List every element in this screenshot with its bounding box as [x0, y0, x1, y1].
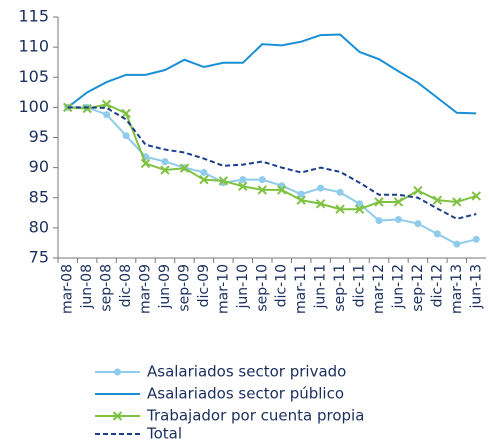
x-tick-label: dic-12 [429, 264, 445, 307]
x-tick-label: sep-08 [99, 264, 115, 312]
legend-label: Total [146, 425, 182, 443]
x-tick-label: mar-10 [215, 264, 231, 314]
x-tick-label: sep-09 [176, 264, 192, 312]
point-marker [122, 132, 130, 140]
point-marker [179, 163, 190, 173]
y-tick-label: 100 [18, 97, 49, 116]
point-marker [433, 230, 441, 238]
point-marker [239, 176, 247, 184]
x-tick-label: dic-08 [118, 264, 134, 307]
point-marker [432, 195, 443, 205]
x-tick-label: sep-11 [332, 264, 348, 312]
point-marker [354, 204, 365, 214]
point-marker [103, 111, 111, 119]
point-marker [375, 217, 383, 225]
y-tick-label: 75 [29, 248, 49, 267]
series-line [67, 106, 477, 246]
point-marker [453, 240, 461, 248]
x-tick-label: jun-08 [79, 264, 95, 310]
y-tick-label: 80 [29, 217, 49, 236]
series-line [67, 33, 477, 115]
x-tick-label: sep-12 [410, 264, 426, 312]
point-marker [315, 199, 326, 209]
point-marker [296, 195, 306, 205]
point-marker [199, 174, 209, 185]
x-tick-label: jun-09 [157, 264, 173, 310]
x-tick-label: jun-11 [313, 264, 329, 310]
y-tick-label: 90 [29, 157, 49, 176]
point-marker [82, 103, 92, 114]
x-tick-label: sep-10 [254, 264, 270, 312]
legend-marker [114, 368, 121, 376]
legend-marker [112, 411, 123, 421]
x-tick-label: dic-10 [274, 264, 290, 307]
x-tick-label: mar-12 [371, 264, 387, 314]
point-marker [374, 197, 384, 207]
y-tick-label: 85 [29, 187, 49, 206]
point-marker [471, 191, 481, 201]
point-marker [257, 185, 267, 195]
x-tick-label: mar-08 [60, 264, 76, 314]
y-tick-label: 95 [29, 127, 49, 146]
point-marker [336, 188, 344, 196]
point-marker [452, 197, 462, 207]
x-tick-label: mar-11 [293, 264, 309, 314]
point-marker [335, 204, 345, 214]
y-tick-label: 110 [18, 37, 49, 56]
y-tick-label: 105 [18, 67, 49, 86]
y-tick-label: 115 [18, 7, 49, 26]
point-marker [317, 184, 325, 192]
legend-label: Asalariados sector privado [147, 363, 346, 381]
point-marker [140, 158, 151, 169]
point-marker [160, 165, 170, 175]
point-marker [413, 185, 423, 196]
point-marker [200, 168, 208, 176]
legend-label: Trabajador por cuenta propia [146, 407, 364, 425]
point-marker [238, 181, 248, 192]
x-tick-label: jun-10 [235, 264, 251, 310]
point-marker [393, 197, 404, 207]
point-marker [356, 200, 364, 208]
x-tick-label: jun-12 [390, 264, 406, 310]
point-marker [258, 176, 266, 184]
x-tick-label: jun-13 [468, 264, 484, 310]
point-marker [277, 185, 287, 195]
point-marker [297, 190, 305, 198]
x-tick-label: mar-13 [449, 264, 465, 314]
point-marker [121, 108, 131, 119]
x-tick-label: dic-11 [352, 264, 368, 307]
series-line [67, 106, 477, 220]
point-marker [218, 176, 229, 186]
point-marker [161, 158, 169, 166]
point-marker [414, 220, 422, 228]
x-tick-label: mar-09 [138, 264, 154, 314]
point-marker [394, 215, 402, 223]
legend-label: Asalariados sector público [147, 385, 344, 403]
x-tick-label: dic-09 [196, 264, 212, 307]
point-marker [472, 235, 480, 243]
